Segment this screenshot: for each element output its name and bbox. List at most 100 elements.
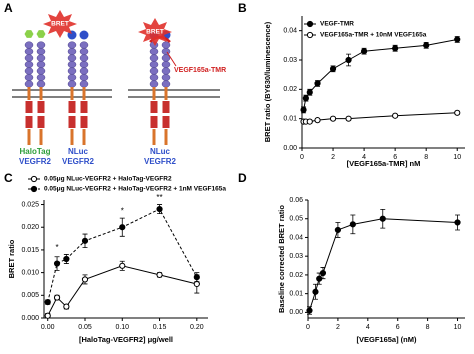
x-axis-label: [HaloTag-VEGFR2] μg/well — [79, 335, 173, 344]
data-point — [306, 307, 313, 314]
annotation: ** — [156, 193, 162, 202]
data-point — [156, 271, 163, 278]
ig-domain — [24, 73, 34, 82]
kinase-domain — [37, 116, 45, 128]
data-point — [193, 280, 200, 288]
y-tick-label: 0.02 — [283, 86, 297, 93]
tm-domain — [39, 87, 43, 100]
y-tick-label: 0.00 — [289, 309, 303, 316]
kinase-domain — [25, 101, 33, 113]
x-tick-label: 6 — [393, 154, 397, 161]
y-tick-label: 0.00 — [283, 145, 297, 152]
y-tick-label: 0.03 — [283, 57, 297, 64]
fit-line — [303, 112, 458, 123]
tm-domain — [164, 87, 168, 100]
kinase-domain — [68, 101, 76, 113]
ig-domain — [36, 73, 46, 82]
annotation: * — [121, 206, 124, 215]
ig-domain — [67, 67, 77, 75]
data-point — [349, 221, 356, 228]
x-tick-label: 0 — [300, 154, 304, 161]
chart: B 0.00 0.01 0.02 0.03 0.04 0 2 4 6 8 10 [VEGF165a-TM… — [238, 1, 465, 168]
x-tick-label: 4 — [366, 324, 370, 331]
data-point — [119, 262, 126, 269]
data-point — [314, 80, 321, 87]
ig-domain — [161, 41, 171, 49]
tm-domain — [152, 87, 156, 100]
data-point — [63, 255, 70, 263]
panel-label: D — [238, 171, 247, 185]
chart: D 0.00 0.01 0.02 0.03 0.04 0.05 0.06 0 2 4 6 8 10 [VEG… — [238, 171, 465, 344]
pointer — [166, 51, 177, 67]
y-tick-label: 0.01 — [283, 116, 297, 123]
ig-domain — [149, 47, 159, 56]
nluc — [79, 30, 89, 40]
legend-marker — [306, 20, 314, 28]
ig-domain — [79, 47, 89, 56]
y-tick-label: 0.020 — [21, 224, 39, 231]
ig-domain — [24, 80, 34, 88]
receptor-label: VEGFR2 — [62, 157, 95, 166]
ligand-label: VEGF165a-TMR — [174, 67, 226, 74]
data-point — [454, 219, 461, 226]
data-point — [300, 106, 307, 113]
x-axis-label: [VEGF165a-TMR] nM — [347, 159, 421, 168]
receptor-label: VEGFR2 — [144, 157, 177, 166]
ig-domain — [67, 41, 77, 49]
x-axis-label: [VEGF165a] (nM) — [356, 335, 417, 344]
x-tick-label: 0.20 — [190, 324, 204, 331]
tag-label: NLuc — [68, 147, 89, 156]
ig-domain — [36, 54, 46, 62]
membrane — [12, 89, 220, 98]
x-tick-label: 4 — [362, 154, 366, 161]
data-point — [306, 118, 313, 125]
tag-label: HaloTag — [20, 147, 51, 156]
x-tick-label: 10 — [453, 154, 461, 161]
legend-marker — [30, 175, 38, 183]
chart: C 0.000 0.005 0.010 0.015 0.020 0.025 0.00 0.05 0… — [4, 171, 226, 344]
y-tick-label: 0.06 — [289, 197, 303, 204]
halotag — [24, 30, 34, 38]
ig-domain — [79, 67, 89, 75]
fit-line — [47, 265, 197, 316]
x-tick-label: 8 — [426, 324, 430, 331]
data-point — [81, 237, 89, 244]
data-point — [454, 109, 461, 116]
kinase-domain — [162, 116, 170, 128]
c-tail — [27, 129, 31, 145]
ig-domain — [67, 80, 77, 88]
data-point — [312, 288, 319, 295]
data-point — [454, 36, 461, 43]
y-tick-label: 0.005 — [21, 292, 39, 299]
data-point — [334, 226, 342, 234]
fit-line — [309, 218, 458, 311]
y-tick-label: 0.05 — [289, 216, 303, 223]
kinase-domain — [80, 116, 88, 128]
x-tick-label: 2 — [336, 324, 340, 331]
data-point — [329, 65, 337, 72]
data-point — [44, 299, 51, 306]
legend-label: VEGF-TMR — [320, 21, 354, 28]
x-tick-label: 0 — [306, 324, 310, 331]
y-tick-label: 0.03 — [289, 253, 303, 260]
ig-domain — [24, 41, 34, 49]
kinase-domain — [37, 101, 45, 113]
ig-domain — [161, 67, 171, 75]
y-tick-label: 0.04 — [283, 28, 297, 35]
x-tick-label: 8 — [424, 154, 428, 161]
fit-line — [303, 38, 458, 110]
ig-domain — [24, 60, 34, 69]
y-tick-label: 0.015 — [21, 247, 39, 254]
y-tick-label: 0.010 — [21, 269, 39, 276]
y-tick-label: 0.04 — [289, 234, 303, 241]
ig-domain — [149, 67, 159, 75]
kinase-domain — [25, 116, 33, 128]
ig-domain — [79, 80, 89, 88]
data-point — [156, 205, 163, 213]
ig-domain — [24, 67, 34, 75]
tm-domain — [82, 87, 86, 100]
ig-domain — [67, 60, 77, 69]
y-axis-label: BRET ratio — [7, 239, 16, 278]
kinase-domain — [162, 101, 170, 113]
